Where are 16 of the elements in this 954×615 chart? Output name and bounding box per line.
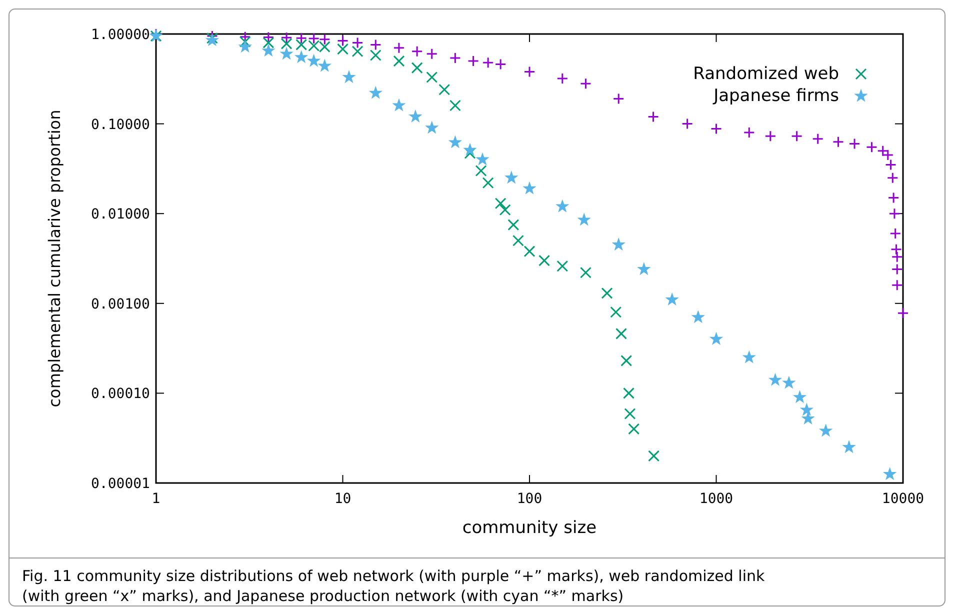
- caption: Fig. 11 community size distributions of web network (with purple “+” marks), web randomized link (with green “x” marks), and Japanese production network (with cyan “*” marks): [22, 567, 766, 605]
- y-tick-label: 0.00010: [90, 386, 150, 402]
- y-tick-label: 0.00001: [90, 476, 150, 492]
- x-tick-label: 10000: [882, 491, 924, 507]
- y-tick-label: 0.10000: [90, 116, 150, 133]
- x-tick-label: 1: [152, 491, 160, 507]
- y-axis-title: complemental cumularive proportion: [45, 110, 64, 408]
- y-tick-label: 1.00000: [90, 27, 150, 43]
- x-tick-label: 1000: [699, 491, 734, 507]
- x-tick-label: 10: [334, 491, 352, 507]
- legend-label: Randomized web: [693, 64, 839, 84]
- y-tick-label: 0.01000: [90, 206, 150, 223]
- x-axis-title: community size: [462, 518, 597, 538]
- x-tick-label: 100: [516, 491, 542, 507]
- legend-label: Japanese firms: [712, 86, 840, 106]
- y-tick-label: 0.00100: [90, 296, 150, 312]
